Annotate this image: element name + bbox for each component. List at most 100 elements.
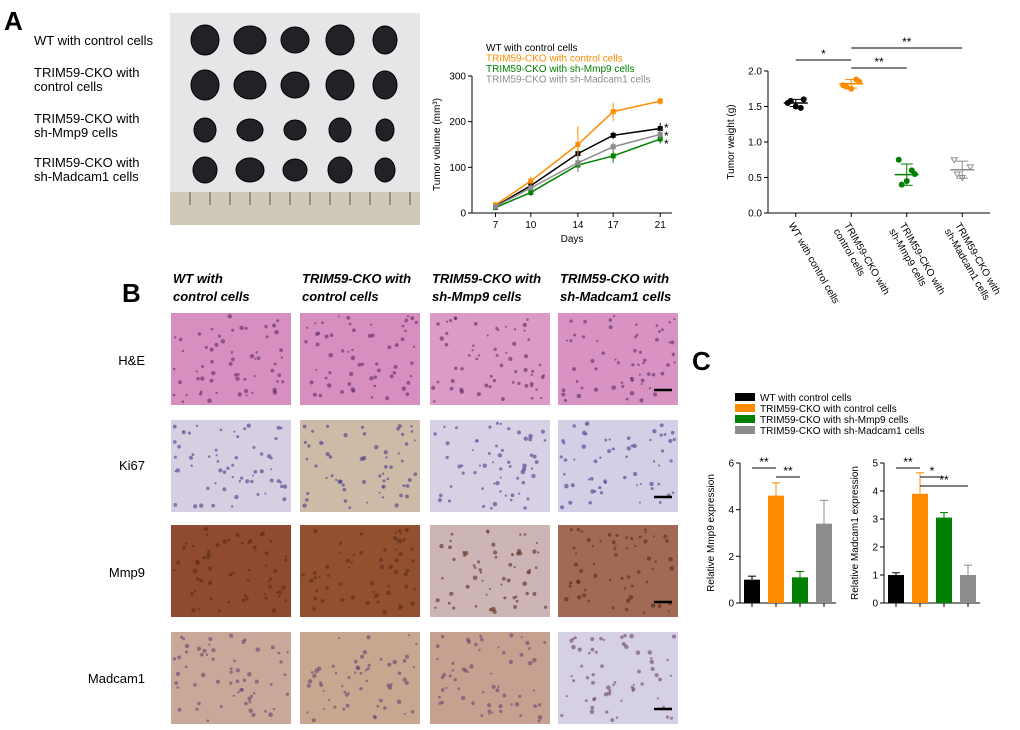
- cell: [457, 464, 462, 469]
- cell: [613, 547, 616, 551]
- cell: [331, 664, 335, 668]
- cell: [576, 595, 582, 600]
- cell: [514, 595, 518, 599]
- cell: [513, 604, 517, 609]
- y-tick-label: 2: [872, 543, 878, 554]
- cell: [665, 715, 670, 719]
- cell: [575, 379, 579, 383]
- cell: [654, 560, 657, 563]
- cell: [649, 481, 654, 487]
- cell: [387, 345, 392, 350]
- cell: [515, 599, 519, 603]
- cell: [642, 358, 647, 363]
- cell: [254, 550, 257, 553]
- cell: [198, 392, 203, 396]
- photo-label: TRIM59-CKO with: [34, 65, 139, 80]
- cell: [499, 490, 502, 493]
- cell: [326, 424, 330, 428]
- cell: [524, 383, 529, 388]
- cell: [593, 573, 598, 578]
- cell: [199, 578, 204, 583]
- cell: [314, 464, 318, 468]
- cell: [613, 681, 617, 684]
- cell: [492, 501, 498, 507]
- cell: [590, 705, 595, 710]
- cell: [378, 474, 382, 478]
- cell: [347, 692, 350, 695]
- cell: [327, 574, 330, 577]
- cell: [319, 683, 324, 687]
- data-point: [493, 204, 499, 210]
- cell: [588, 651, 591, 655]
- cell: [411, 559, 415, 563]
- cell: [229, 681, 233, 685]
- cell: [563, 472, 566, 476]
- cell: [573, 458, 576, 461]
- cell: [372, 590, 375, 593]
- cell: [242, 678, 247, 683]
- cell: [264, 551, 269, 556]
- cell: [386, 477, 390, 481]
- cell: [211, 657, 215, 661]
- cell: [486, 334, 489, 337]
- cell: [611, 385, 616, 390]
- cell: [645, 580, 649, 584]
- cell: [671, 352, 676, 357]
- cell: [397, 671, 402, 675]
- cell: [448, 674, 452, 678]
- cell: [652, 429, 657, 434]
- cell: [591, 673, 595, 677]
- significance-label: **: [903, 455, 913, 469]
- cell: [409, 374, 413, 378]
- column-label: sh-Madcam1 cells: [560, 289, 671, 304]
- cell: [499, 422, 502, 426]
- cell: [495, 481, 500, 486]
- y-tick-label: 1.0: [748, 138, 762, 149]
- cell: [348, 506, 352, 510]
- cell: [656, 697, 659, 700]
- cell: [608, 325, 613, 330]
- cell: [276, 425, 281, 430]
- cell: [211, 370, 216, 376]
- cell: [264, 492, 267, 495]
- cell: [611, 447, 615, 451]
- cell: [509, 633, 514, 638]
- cell: [412, 666, 415, 669]
- cell: [527, 660, 533, 666]
- y-tick-label: 1: [872, 571, 878, 582]
- cell: [406, 314, 410, 318]
- cell: [251, 712, 256, 717]
- cell: [505, 351, 508, 354]
- legend-entry: TRIM59-CKO with sh-Mmp9 cells: [486, 64, 634, 75]
- cell: [642, 611, 646, 615]
- cell: [607, 449, 612, 454]
- cell: [229, 633, 234, 638]
- cell: [495, 354, 499, 358]
- cell: [352, 553, 356, 557]
- cell: [649, 438, 652, 442]
- cell: [511, 380, 515, 384]
- cell: [385, 456, 388, 459]
- cell: [379, 698, 383, 703]
- cell: [206, 719, 210, 722]
- cell: [657, 330, 661, 333]
- cell: [337, 315, 340, 318]
- annotation: *: [664, 129, 669, 143]
- cell: [279, 426, 283, 430]
- cell: [270, 468, 273, 471]
- cell: [518, 694, 522, 698]
- cell: [172, 440, 177, 444]
- cell: [671, 491, 675, 494]
- cell: [435, 644, 440, 649]
- tumor: [283, 119, 307, 141]
- cell: [572, 424, 576, 428]
- cell: [533, 689, 536, 692]
- cell: [603, 692, 608, 697]
- cell: [231, 463, 235, 467]
- cell: [507, 460, 511, 464]
- cell: [576, 527, 581, 532]
- bar: [936, 517, 952, 603]
- cell: [500, 397, 505, 402]
- cell: [608, 578, 612, 582]
- cell: [506, 578, 511, 583]
